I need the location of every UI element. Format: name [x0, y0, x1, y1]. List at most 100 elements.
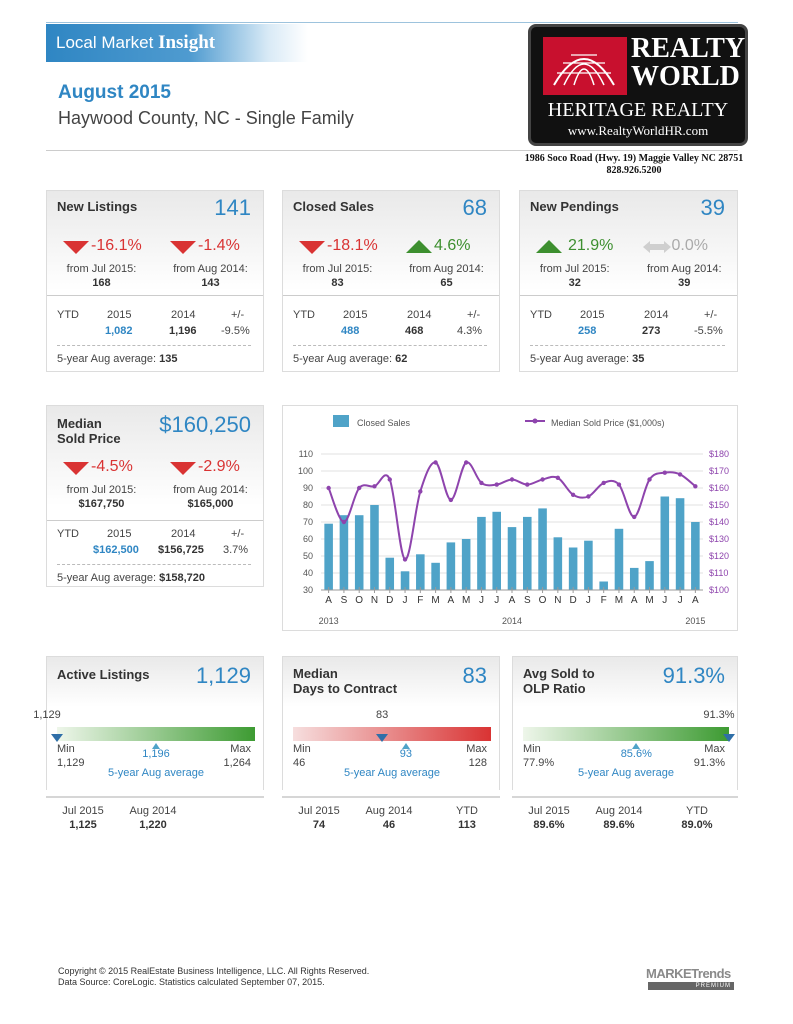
- five-year-average-value: $158,720: [159, 572, 206, 584]
- change-month-label: from Jul 2015:: [539, 263, 610, 275]
- brokerage-logo: REALTY WORLD HERITAGE REALTY www.RealtyW…: [528, 24, 748, 146]
- gauge-bar: [57, 727, 255, 741]
- gauge-min-value: 77.9%: [523, 757, 555, 769]
- closed-sales-bar: [691, 522, 700, 590]
- stat-card: Closed Sales 68 -18.1% from Jul 2015: 83 4.6%…: [282, 190, 500, 372]
- gauge-marker-icon: [723, 734, 735, 742]
- closed-sales-bar: [584, 540, 593, 590]
- dashed-divider: [293, 345, 487, 346]
- comparison-value: 46: [382, 819, 396, 831]
- closed-sales-bar: [660, 496, 670, 590]
- data-source-text: Data Source: CoreLogic. Statistics calcu…: [58, 977, 325, 987]
- five-year-average-label: 5-year Aug average:: [530, 353, 633, 365]
- logo-brokerage-name: HERITAGE REALTY: [547, 99, 729, 121]
- card-divider: [47, 520, 263, 521]
- five-year-average-label: 5-year Aug average:: [57, 353, 160, 365]
- ytd-change-value: 4.3%: [457, 325, 483, 337]
- closed-sales-bar: [477, 516, 486, 590]
- stat-card: Median Sold Price $160,250 -4.5% from Jul 20…: [46, 405, 264, 587]
- closed-sales-bar: [645, 561, 654, 590]
- x-tick-label: F: [601, 595, 607, 606]
- x-tick-label: J: [403, 595, 408, 606]
- closed-sales-bar: [523, 516, 532, 590]
- y-left-tick: 90: [303, 483, 313, 493]
- change-year-label: from Aug 2014:: [646, 263, 722, 275]
- ytd-year-current: 2015: [107, 528, 132, 540]
- dashed-divider: [530, 345, 725, 346]
- banner-prefix: Local Market: [56, 33, 154, 52]
- closed-sales-bar: [416, 554, 425, 590]
- arrow-down-icon: [170, 241, 196, 254]
- gauge-average-icon: [152, 743, 160, 749]
- legend-bar-swatch: [333, 415, 349, 427]
- median-price-point: [693, 484, 698, 489]
- median-price-point: [632, 514, 637, 520]
- five-year-average-label: 5-year Aug average:: [57, 572, 160, 584]
- y-right-tick: $130: [709, 534, 729, 544]
- gauge-title: Avg Sold to: [523, 666, 595, 681]
- five-year-average-label: 5-year Aug average:: [293, 353, 396, 365]
- ytd-change-label: +/-: [231, 309, 245, 321]
- gauge-max-label: Max: [466, 743, 487, 755]
- x-tick-label: O: [355, 595, 363, 606]
- closed-sales-bar: [492, 511, 501, 590]
- ytd-label: YTD: [57, 309, 79, 321]
- comparison-value: 89.6%: [533, 819, 565, 831]
- closed-sales-bar: [400, 571, 410, 590]
- x-tick-label: A: [509, 595, 516, 606]
- closed-sales-bar: [431, 562, 440, 590]
- y-right-tick: $120: [709, 551, 729, 561]
- closed-sales-bar: [446, 542, 456, 590]
- ytd-value-prior: 468: [405, 325, 424, 337]
- comparison-label: Jul 2015: [298, 805, 340, 817]
- legend-line-marker: [532, 418, 538, 424]
- x-tick-label: A: [692, 595, 699, 606]
- comparison-label: Aug 2014: [129, 805, 177, 817]
- report-banner: Local Market Insight: [46, 24, 308, 62]
- closed-sales-bar: [614, 528, 624, 590]
- gauge-average-value: 93: [399, 748, 412, 760]
- median-price-point: [448, 497, 454, 503]
- change-month-pct: -16.1%: [91, 237, 142, 254]
- closed-sales-bar: [339, 515, 349, 590]
- stat-card-header: [520, 191, 737, 291]
- x-tick-label: N: [554, 595, 561, 606]
- stat-title: New Listings: [57, 199, 138, 214]
- marketrends-premium: PREMIUM: [648, 982, 734, 990]
- gauge-max-value: 1,264: [223, 757, 251, 769]
- change-year-pct: 0.0%: [671, 237, 708, 254]
- comparison-value: 1,220: [139, 819, 167, 831]
- median-price-point: [341, 519, 347, 525]
- y-right-tick: $150: [709, 500, 729, 510]
- median-price-point: [540, 477, 545, 482]
- ytd-change-label: +/-: [231, 528, 245, 540]
- ytd-value-current: $162,500: [93, 544, 139, 556]
- copyright-text: Copyright © 2015 RealEstate Business Int…: [58, 966, 370, 976]
- closed-sales-bar: [629, 567, 639, 590]
- office-address: 1986 Soco Road (Hwy. 19) Maggie Valley N…: [500, 153, 768, 177]
- x-tick-label: J: [494, 595, 499, 606]
- gauge-card: Active Listings 1,129 1,129 1,196 Min 1,129 Ma…: [33, 656, 264, 790]
- gauge-comparisons: Jul 2015 1,125 Aug 2014 1,220: [46, 796, 264, 836]
- gauge-title-line2: Days to Contract: [293, 681, 398, 696]
- five-year-average-value: 62: [395, 353, 408, 365]
- arrow-up-icon: [536, 240, 562, 253]
- y-left-tick: 40: [303, 568, 313, 578]
- gauge-card-header: [513, 657, 737, 707]
- comparison-value: 74: [312, 819, 326, 831]
- change-month-base: 168: [92, 277, 111, 289]
- median-price-point: [555, 475, 561, 480]
- arrow-up-icon: [406, 240, 432, 253]
- x-tick-label: J: [479, 595, 484, 606]
- header-divider: [46, 150, 738, 151]
- closed-sales-bar: [553, 537, 563, 590]
- gauge-max-value: 128: [468, 757, 487, 769]
- report-month: August 2015: [58, 82, 171, 103]
- marketrends-wordmark: MARKETrends: [646, 966, 731, 981]
- change-year-base: 65: [440, 277, 453, 289]
- median-price-point: [387, 477, 392, 482]
- gauge-average-icon: [401, 743, 410, 749]
- median-price-point: [677, 472, 683, 477]
- change-month-pct: -18.1%: [327, 237, 378, 254]
- x-tick-label: D: [570, 595, 577, 606]
